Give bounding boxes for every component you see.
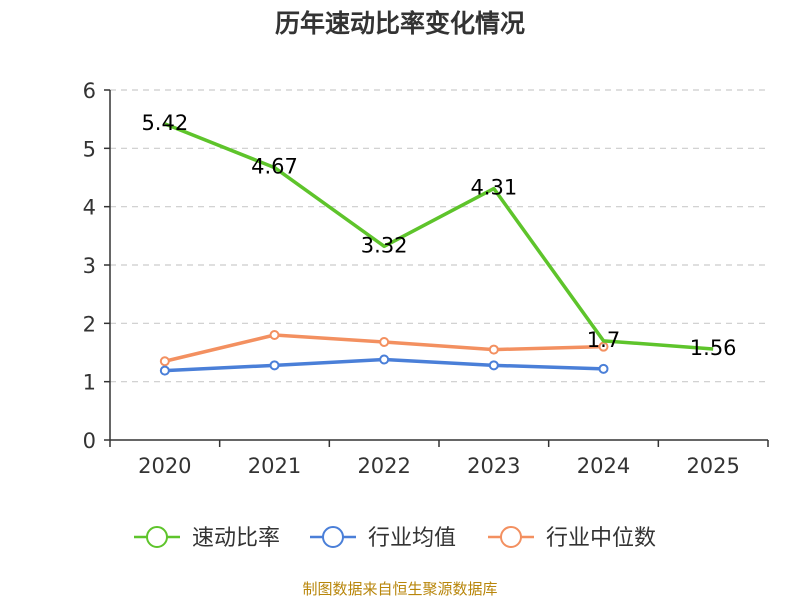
industry-mean-point <box>488 360 499 371</box>
tick-labels: 0 1 2 3 4 5 6 2020 2021 2022 2023 2024 2025 <box>83 79 740 478</box>
y-tick-label: 4 <box>83 196 96 220</box>
axes <box>104 89 769 447</box>
legend-label: 速动比率 <box>192 526 280 551</box>
quick-ratio-line <box>164 122 714 351</box>
x-tick-label: 2020 <box>138 454 191 478</box>
industry-mean-point <box>159 365 170 376</box>
legend-marker-icon <box>322 526 344 548</box>
data-label: 3.32 <box>361 233 408 257</box>
chart-title: 历年速动比率变化情况 <box>274 9 525 38</box>
industry-mean-point <box>379 354 390 365</box>
industry-median-point <box>488 344 499 355</box>
industry-median-point <box>159 356 170 367</box>
x-tick-label: 2021 <box>248 454 301 478</box>
legend-item-industry-median[interactable]: 行业中位数 <box>488 526 656 551</box>
legend[interactable]: 速动比率 行业均值 行业中位数 <box>134 526 656 551</box>
industry-median-point <box>598 341 609 352</box>
legend-marker-icon <box>146 526 168 548</box>
data-label: 1.56 <box>690 336 737 360</box>
y-tick-label: 5 <box>83 137 96 161</box>
data-label: 4.31 <box>470 176 517 200</box>
x-tick-label: 2023 <box>467 454 520 478</box>
y-tick-label: 1 <box>83 371 96 395</box>
industry-mean-point <box>269 360 280 371</box>
source-note: 制图数据来自恒生聚源数据库 <box>302 580 498 598</box>
data-labels: 5.42 4.67 3.32 4.31 1.7 1.56 <box>141 111 736 360</box>
legend-item-industry-mean[interactable]: 行业均值 <box>310 526 456 551</box>
legend-label: 行业均值 <box>368 526 456 551</box>
x-tick-label: 2025 <box>686 454 739 478</box>
x-tick-label: 2024 <box>577 454 630 478</box>
y-tick-label: 2 <box>83 312 96 336</box>
legend-marker-icon <box>500 526 522 548</box>
data-label: 5.42 <box>141 111 188 135</box>
series-lines <box>159 122 714 376</box>
legend-item-quick-ratio[interactable]: 速动比率 <box>134 526 280 551</box>
x-tick-label: 2022 <box>357 454 410 478</box>
y-tick-label: 0 <box>83 429 96 453</box>
data-label: 1.7 <box>587 328 620 352</box>
industry-median-point <box>269 330 280 340</box>
y-tick-label: 3 <box>83 254 96 278</box>
legend-label: 行业中位数 <box>546 526 656 551</box>
data-label: 4.67 <box>251 155 298 179</box>
industry-mean-point <box>598 363 609 374</box>
y-tick-label: 6 <box>83 79 96 103</box>
industry-median-point <box>379 337 390 347</box>
grid-lines <box>110 89 768 383</box>
